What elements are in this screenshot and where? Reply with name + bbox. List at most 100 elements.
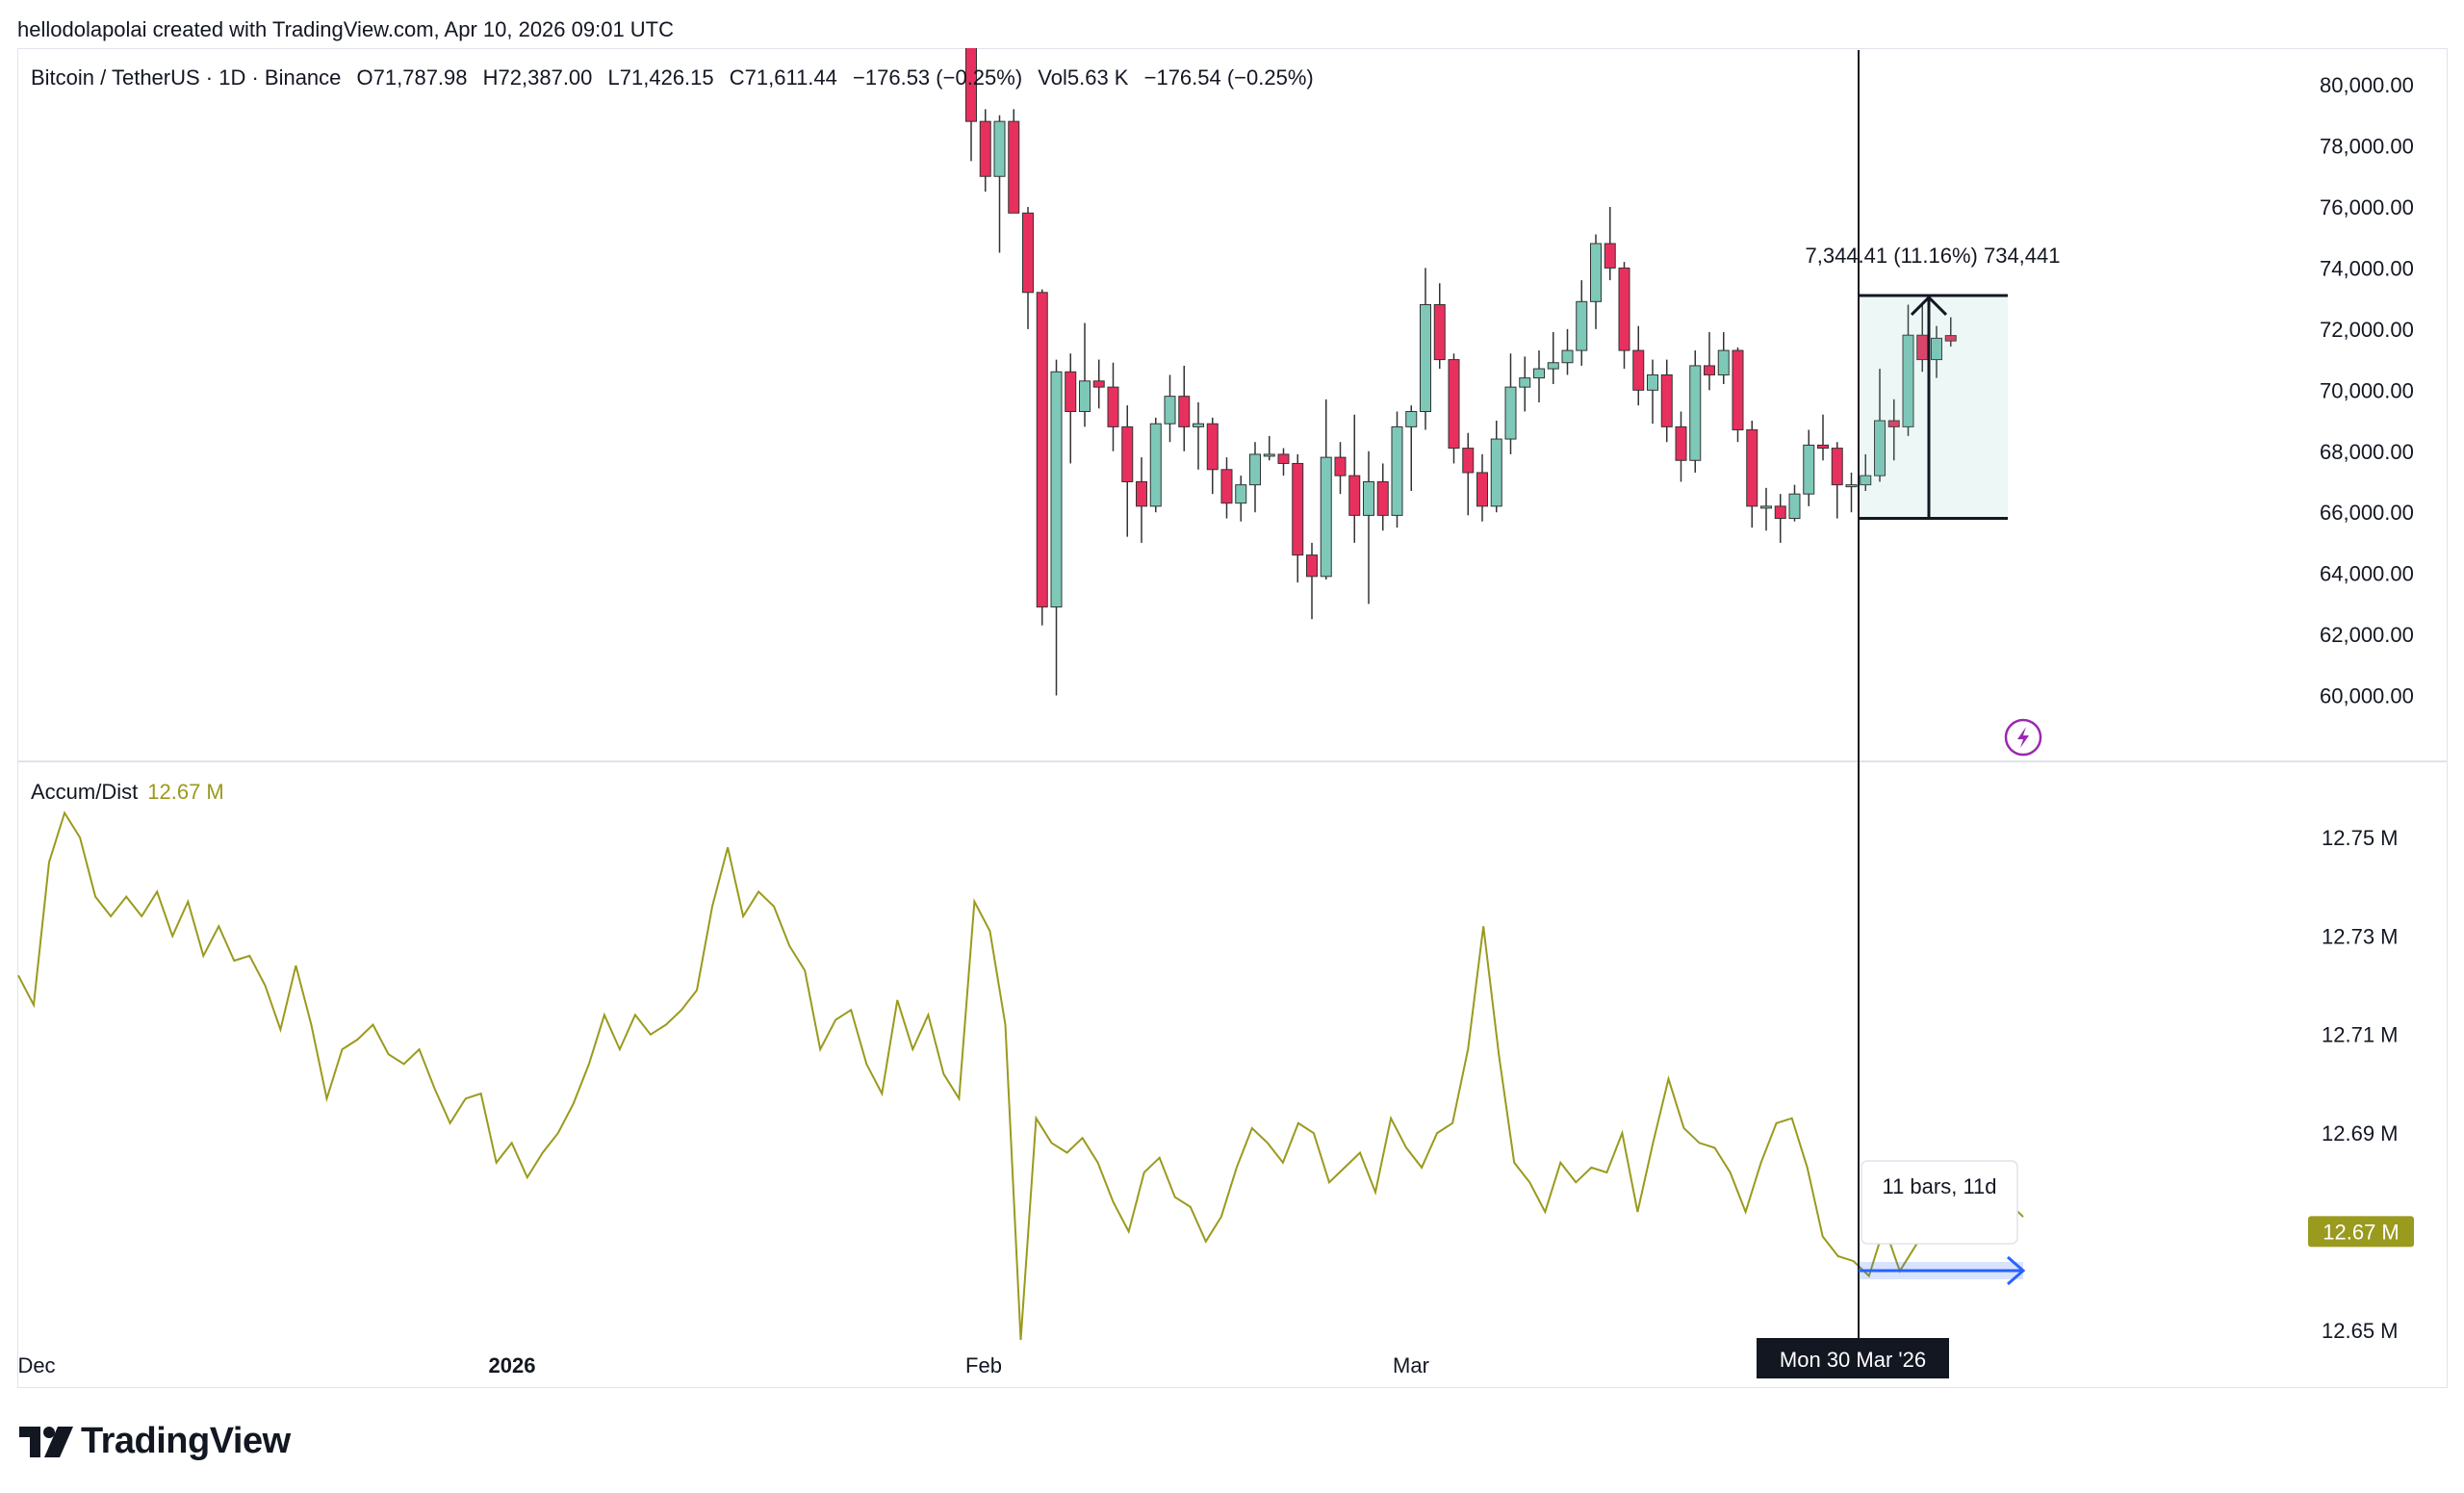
candle-body	[1604, 243, 1616, 269]
candle-body	[1022, 212, 1034, 294]
accum-dist-axis[interactable]: 12.75 M 12.73 M 12.71 M 12.69 M 12.67 M 12.65…	[2322, 826, 2399, 1343]
price-tick-label: 74,000.00	[2320, 256, 2414, 280]
candle-body	[1448, 359, 1460, 450]
close-value: C71,611.44	[729, 65, 837, 90]
candle-body	[1008, 120, 1020, 214]
last-value-badge	[2308, 1216, 2414, 1248]
price-tick-label: 66,000.00	[2320, 501, 2414, 525]
indicator-name[interactable]: Accum/Dist	[31, 780, 139, 804]
candle-body	[1206, 423, 1219, 471]
change-value: −176.53 (−0.25%)	[853, 65, 1023, 90]
lightning-alert-icon[interactable]	[2004, 718, 2042, 757]
price-range-measure[interactable]: 7,344.41 (11.16%) 734,441	[1805, 244, 2061, 521]
candle-body	[1320, 456, 1332, 578]
candle-body	[1632, 349, 1645, 391]
volume-value: Vol5.63 K	[1038, 65, 1129, 90]
candle-body	[1944, 335, 1957, 342]
candle-body	[1660, 373, 1673, 427]
accum-dist-legend[interactable]: Accum/Dist 12.67 M	[31, 780, 224, 805]
price-tick-label: 64,000.00	[2320, 562, 2414, 586]
date-range-measure[interactable]: 11 bars, 11d	[1859, 1160, 2026, 1286]
candle-body	[1433, 303, 1446, 361]
candle-body	[1817, 444, 1829, 450]
crosshair-label-text: Mon 30 Mar '26	[1780, 1348, 1926, 1372]
candle-body	[1547, 362, 1559, 370]
candle-body	[1689, 365, 1702, 461]
candle-body	[979, 120, 991, 177]
candle-body	[1121, 425, 1134, 482]
tradingview-logo-icon	[19, 1426, 73, 1457]
measure-arrow-head	[1910, 295, 1948, 317]
date-range-label: 11 bars, 11d	[1882, 1174, 1996, 1198]
logo-text: TradingView	[81, 1421, 291, 1461]
candle-body	[1348, 475, 1361, 516]
candle-body	[1902, 334, 1914, 427]
candle-body	[1079, 380, 1091, 413]
candle-body	[1136, 480, 1147, 507]
price-tick-label: 78,000.00	[2320, 135, 2414, 159]
accum-dist-tick-label: 12.75 M	[2322, 826, 2399, 850]
candle-body	[1618, 267, 1630, 351]
candle-body	[1263, 453, 1275, 457]
price-tick-label: 80,000.00	[2320, 73, 2414, 97]
candle-body	[1675, 425, 1687, 461]
measure-label: 7,344.41 (11.16%) 734,441	[1805, 244, 2060, 268]
candle-body	[1774, 505, 1786, 520]
candle-body	[1292, 462, 1304, 556]
price-tick-label: 70,000.00	[2320, 378, 2414, 402]
measure-box	[1859, 295, 2008, 519]
volume-change-value: −176.54 (−0.25%)	[1143, 65, 1314, 90]
candle-body	[1931, 337, 1942, 361]
candle-body	[1732, 349, 1744, 431]
chart-caption: hellodolapolai created with TradingView.…	[17, 17, 675, 41]
candle-body	[1193, 423, 1204, 427]
candle-body	[1887, 420, 1900, 427]
candle-body	[1249, 453, 1261, 486]
candle-body	[1050, 371, 1063, 608]
chart-frame	[17, 48, 2448, 1388]
candle-body	[1462, 448, 1475, 474]
candle-body	[1220, 469, 1233, 504]
tradingview-logo[interactable]: TradingView	[19, 1421, 291, 1462]
candle-body	[1363, 480, 1374, 516]
candle-body	[1647, 373, 1658, 391]
candle-body	[1561, 349, 1574, 364]
candle-body	[1277, 453, 1290, 464]
price-tick-label: 76,000.00	[2320, 195, 2414, 219]
candle-body	[1788, 493, 1801, 520]
candle-body	[1149, 423, 1162, 507]
price-tick-label: 72,000.00	[2320, 318, 2414, 342]
date-range-box	[1861, 1160, 2018, 1245]
last-value-text: 12.67 M	[2323, 1220, 2400, 1244]
candle-body	[1760, 505, 1772, 509]
crosshair-date-label: Mon 30 Mar '26	[1757, 1338, 1949, 1378]
candle-body	[1717, 349, 1730, 375]
candle-body	[1590, 243, 1602, 302]
candle-body	[1178, 396, 1191, 427]
accum-dist-last-value: 12.67 M	[2308, 1216, 2414, 1248]
indicator-value: 12.67 M	[147, 780, 224, 804]
candle-body	[1235, 484, 1247, 504]
candle-body	[993, 120, 1006, 177]
candle-body	[1164, 396, 1176, 425]
ohlc-legend[interactable]: Bitcoin / TetherUS · 1D · Binance O71,78…	[31, 65, 1323, 90]
accum-dist-line	[17, 811, 2024, 1341]
high-value: H72,387.00	[482, 65, 593, 90]
candle-body	[1334, 456, 1347, 476]
time-axis[interactable]: Dec 2026 Feb Mar	[17, 1353, 1429, 1377]
time-tick-label: Mar	[1393, 1353, 1429, 1377]
crosshair-label-bg	[1757, 1338, 1949, 1378]
candle-body	[1576, 300, 1588, 351]
open-value: O71,787.98	[356, 65, 468, 90]
price-tick-label: 68,000.00	[2320, 440, 2414, 464]
candle-body	[1107, 386, 1119, 427]
candle-body	[1533, 368, 1545, 379]
candle-body	[1874, 420, 1886, 476]
price-axis[interactable]: 80,000.00 78,000.00 76,000.00 74,000.00 72,0…	[2320, 73, 2414, 708]
price-tick-label: 60,000.00	[2320, 684, 2414, 708]
symbol-name[interactable]: Bitcoin / TetherUS · 1D · Binance	[31, 65, 342, 90]
time-tick-label: Feb	[965, 1353, 1002, 1377]
accum-dist-tick-label: 12.69 M	[2322, 1121, 2399, 1145]
candle-body	[1860, 475, 1872, 486]
